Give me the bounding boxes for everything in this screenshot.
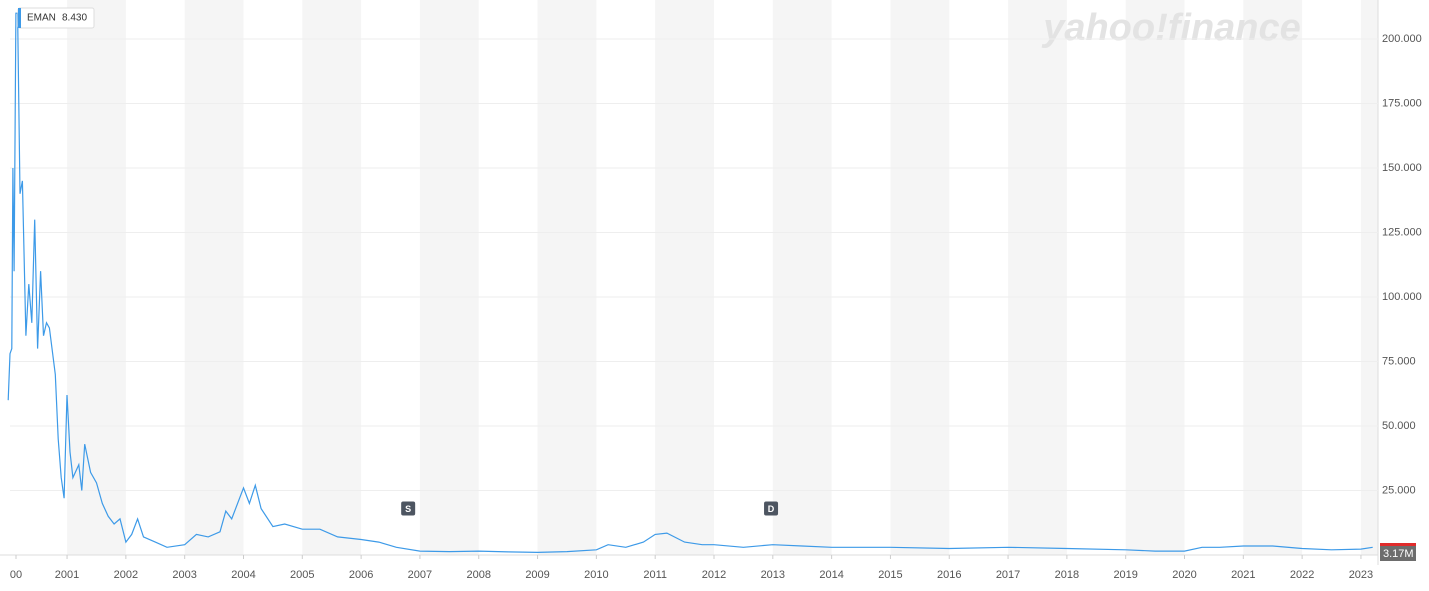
price-line [7, 12, 1373, 554]
x-tick-label: 2020 [1172, 569, 1196, 581]
legend-price: 8.430 [62, 13, 87, 24]
year-band [655, 0, 714, 555]
x-tick-label: 2009 [525, 569, 549, 581]
volume-marker [1380, 545, 1416, 561]
x-tick-label: 2004 [231, 569, 255, 581]
x-tick-label: 2014 [819, 569, 843, 581]
y-tick-label: 200.000 [1382, 33, 1422, 45]
year-band [419, 0, 479, 555]
y-tick-label: 75.000 [1382, 355, 1416, 367]
x-tick-label: 2015 [878, 569, 902, 581]
year-band [184, 0, 244, 555]
logo: yahoo!finance [1041, 7, 1301, 49]
y-tick-label: 175.000 [1382, 97, 1422, 109]
year-band [890, 0, 950, 555]
x-tick-label: 2012 [702, 569, 726, 581]
y-tick-label: 100.000 [1382, 291, 1422, 303]
x-tick-label: 2019 [1113, 569, 1137, 581]
x-tick-label: 2008 [467, 569, 491, 581]
event-marker [764, 501, 779, 516]
y-tick-label: 25.000 [1382, 484, 1416, 496]
year-band [1008, 0, 1067, 555]
x-tick-label: 2006 [349, 569, 373, 581]
x-tick-label: 2023 [1349, 569, 1373, 581]
y-tick-label: 125.000 [1382, 226, 1422, 238]
year-band [1125, 0, 1185, 555]
x-tick-label: 2003 [172, 569, 196, 581]
year-bands [67, 0, 1378, 555]
year-band [772, 0, 832, 555]
x-tick-label: 00 [10, 569, 22, 581]
year-band [1360, 0, 1378, 555]
year-band [1243, 0, 1303, 555]
x-tick-label: 2018 [1055, 569, 1079, 581]
event-label: S [405, 504, 411, 514]
event-marker [401, 501, 416, 516]
y-tick-label: 150.000 [1382, 162, 1422, 174]
volume-top [1380, 543, 1416, 546]
volume-label: 3.17M [1383, 548, 1414, 560]
legend-name: EMAN [27, 13, 56, 24]
x-tick-label: 2007 [408, 569, 432, 581]
y-tick-label: 50.000 [1382, 420, 1416, 432]
year-band [67, 0, 126, 555]
event-label: D [768, 504, 775, 514]
x-tick-label: 2001 [55, 569, 79, 581]
x-tick-label: 2013 [761, 569, 785, 581]
year-band [537, 0, 597, 555]
x-tick-label: 2010 [584, 569, 608, 581]
legend-swatch [18, 8, 21, 28]
x-tick-label: 2016 [937, 569, 961, 581]
x-tick-label: 2021 [1231, 569, 1255, 581]
x-tick-label: 2005 [290, 569, 314, 581]
x-tick-label: 2017 [996, 569, 1020, 581]
x-tick-label: 2011 [643, 569, 667, 581]
x-tick-label: 2022 [1290, 569, 1314, 581]
x-tick-label: 2002 [114, 569, 138, 581]
year-band [302, 0, 362, 555]
